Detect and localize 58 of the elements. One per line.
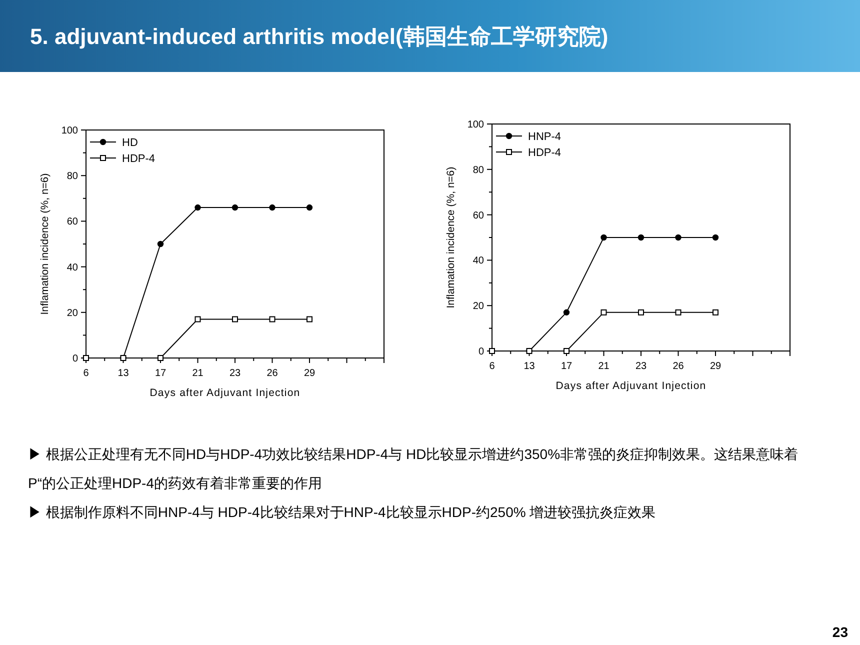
point [232,204,238,211]
x-tick-label: 23 [635,361,647,372]
y-tick-label: 20 [472,301,484,312]
point [269,204,276,211]
legend-label: HDP-4 [528,147,562,159]
point [306,316,312,322]
legend-label: HDP-4 [122,153,156,165]
legend-label: HNP-4 [528,131,562,143]
chart-title: 5. adjuvant-induced arthritis model(韩国生命工学研究院) [30,23,608,51]
x-tick-label: 23 [229,368,241,379]
point [600,234,607,241]
x-tick-label: 13 [524,361,536,372]
text: ▶ 根据制作原料不同HNP-4与 HDP-4比较结果对于HNP-4比较显示HDP-约250% 增进较强抗炎症效果 [28,503,657,522]
point [157,240,164,248]
y-tick-label: 80 [66,171,78,182]
legend-label: HD [122,137,138,149]
y-tick-label: 100 [61,126,78,136]
point [638,234,644,241]
y-tick-label: 40 [472,256,484,267]
point [194,204,201,211]
point [269,316,276,322]
x-tick-label: 29 [710,361,722,372]
point [638,309,644,316]
x-tick-label: 17 [154,368,166,379]
y-axis-title: Inflamation incidence (%, n=6) [445,166,457,308]
text: 23 [832,623,848,642]
point [306,204,313,211]
y-tick-label: 60 [66,216,78,228]
y-tick-label: 0 [478,346,484,358]
y-axis-title: Inflamation incidence (%, n=6) [39,173,51,315]
text: ▶ 根据公正处理有无不同HD与HDP-4功效比较结果HDP-4与 HD比较显示增进约350%非常强的炎症抑制效果。这结果意味着P“的公正处理HDP-4的药效有着非常重要的作用 [28,445,800,493]
x-tick-label: 26 [266,368,278,379]
point [675,309,682,316]
point [194,316,201,322]
point [158,355,164,361]
x-tick-label: 21 [192,368,204,379]
point [563,309,570,316]
y-tick-label: 100 [467,120,484,130]
y-tick-label: 40 [66,262,78,274]
x-tick-label: 29 [304,368,316,379]
point [712,309,718,316]
x-tick-label: 6 [83,368,90,379]
x-tick-label: 6 [489,361,496,372]
point [712,234,719,241]
x-axis-title: Days after Adjuvant Injection [556,380,706,392]
y-tick-label: 80 [472,164,484,176]
y-tick-label: 60 [472,210,484,222]
point [600,309,607,316]
x-tick-label: 26 [672,361,684,372]
point [232,316,238,322]
point [564,348,570,354]
point [675,234,682,241]
x-axis-title: Days after Adjuvant Injection [150,387,300,399]
x-tick-label: 21 [598,361,610,372]
x-tick-label: 13 [118,368,130,379]
x-tick-label: 17 [560,361,572,372]
y-tick-label: 20 [66,308,78,319]
y-tick-label: 0 [72,354,78,364]
